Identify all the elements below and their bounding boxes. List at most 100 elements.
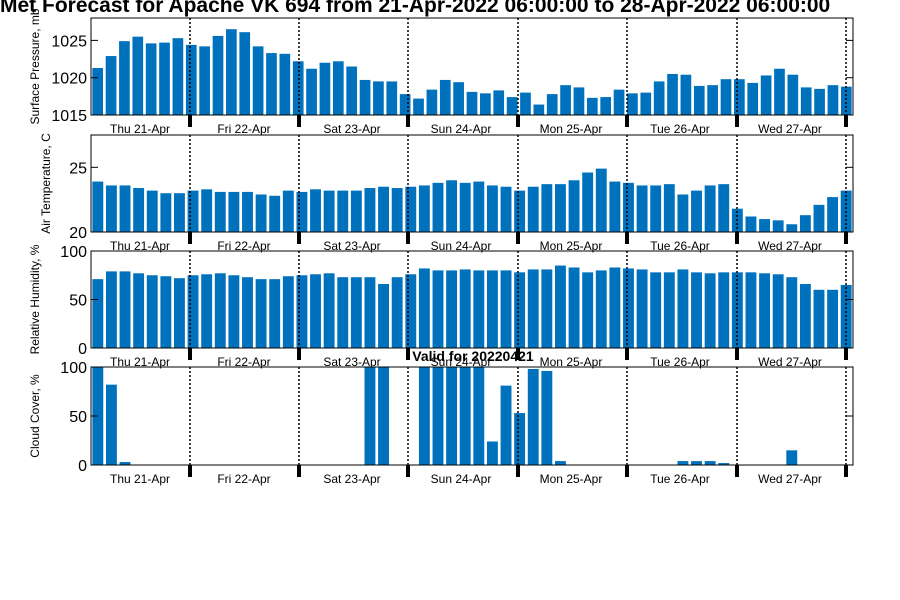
bar (242, 191, 253, 232)
bar (609, 267, 621, 348)
bar (636, 269, 648, 348)
bar (346, 66, 358, 115)
bar (691, 461, 702, 465)
x-tick-label: Fri 22-Apr (217, 122, 270, 136)
bar (772, 220, 784, 232)
bar (827, 85, 839, 115)
bar (500, 270, 512, 348)
bar (650, 272, 662, 348)
bar (282, 190, 294, 232)
valid-for-label: Valid for 20220421 (412, 348, 534, 364)
bar (172, 38, 184, 115)
bar (555, 265, 566, 348)
bar (541, 269, 553, 348)
bar (174, 193, 185, 232)
bar (337, 190, 349, 232)
bar (378, 283, 389, 348)
chart-panel-2: 20 25 Thu 21-Apr Fri 22-Apr Sat 23-Apr Sun 24… (39, 133, 854, 253)
bar (119, 185, 131, 232)
bar (432, 182, 444, 232)
x-tick-label: Sat 23-Apr (323, 355, 380, 369)
bar (514, 413, 526, 465)
bar (473, 270, 485, 348)
bar (734, 79, 745, 115)
bar (201, 274, 213, 348)
bar (693, 85, 705, 115)
bar (413, 98, 424, 115)
bar (718, 184, 730, 232)
bar (527, 368, 539, 465)
bar (759, 273, 770, 348)
x-tick-label: Sun 24-Apr (431, 239, 492, 253)
bar (119, 41, 130, 115)
bar (500, 385, 512, 465)
bar (446, 367, 458, 465)
bar (677, 194, 689, 232)
bar (595, 270, 607, 348)
bar (269, 279, 281, 348)
bar (292, 61, 304, 115)
x-tick-label: Fri 22-Apr (217, 355, 270, 369)
bar (663, 184, 675, 232)
bar (446, 180, 458, 232)
bar (677, 461, 689, 465)
bar (677, 269, 689, 348)
bar (174, 278, 185, 348)
bar (145, 43, 157, 116)
bar (720, 79, 732, 115)
bar (459, 182, 471, 232)
figure-title: Met Forecast for Apache VK 694 from 21-A… (0, 0, 830, 17)
bar (560, 85, 571, 115)
bar (759, 219, 770, 232)
bar (185, 44, 197, 115)
bar (827, 197, 839, 232)
bar (731, 272, 743, 348)
bar (364, 277, 376, 348)
bar (486, 185, 498, 232)
bar (745, 216, 757, 232)
y-tick-label: 100 (60, 360, 87, 377)
x-tick-label: Wed 27-Apr (758, 472, 822, 486)
bar (691, 272, 702, 348)
bar (160, 193, 172, 232)
bar (680, 74, 692, 115)
bar (214, 191, 226, 232)
y-tick-label: 20 (69, 225, 87, 242)
bar (418, 268, 430, 348)
bar (466, 91, 478, 115)
y-tick-label: 0 (78, 458, 87, 475)
bar (813, 204, 825, 232)
bar (653, 81, 665, 115)
bar (432, 367, 444, 465)
bar (132, 36, 144, 115)
bar (310, 274, 321, 348)
bar (159, 42, 170, 116)
bar (296, 275, 308, 348)
bar (799, 283, 811, 348)
bar (332, 61, 344, 115)
bar (92, 181, 104, 232)
bar (704, 461, 716, 465)
bar (506, 97, 518, 115)
bar (405, 186, 417, 232)
y-tick-label: 25 (69, 160, 87, 177)
bar (813, 289, 825, 348)
bar (323, 190, 335, 232)
bar (520, 92, 531, 115)
bar (772, 274, 784, 348)
bar (228, 275, 240, 348)
bar (92, 67, 104, 115)
bar (242, 277, 253, 348)
chart-panel-4: 0 50 100 Thu 21-Apr Fri 22-Apr Sat 23-Apr Sun … (28, 360, 854, 486)
bar (266, 53, 277, 115)
bar (541, 370, 553, 465)
bar (473, 367, 485, 465)
bar (800, 87, 812, 115)
x-tick-label: Mon 25-Apr (540, 239, 603, 253)
x-tick-label: Mon 25-Apr (540, 472, 603, 486)
bar (786, 277, 798, 348)
bar (212, 35, 224, 115)
axes-box (90, 17, 854, 116)
bar (252, 46, 264, 115)
bar (119, 462, 131, 465)
